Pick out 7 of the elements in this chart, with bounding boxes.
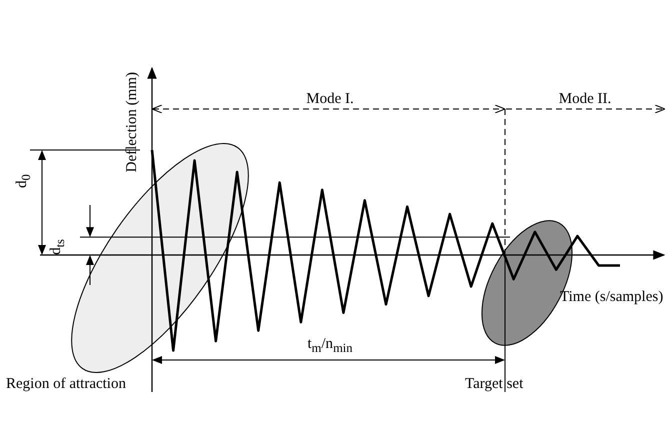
text: Mode II. <box>558 91 612 108</box>
y-axis-title: Deflection (mm) <box>124 72 141 172</box>
text: Target set <box>465 376 524 393</box>
annotation: t$_{m}$/n$_{min}$ <box>307 336 353 356</box>
text: Region of attraction <box>6 376 126 393</box>
text: Mode I. <box>306 91 354 108</box>
x-axis-title: Time (s/samples) <box>560 289 664 306</box>
